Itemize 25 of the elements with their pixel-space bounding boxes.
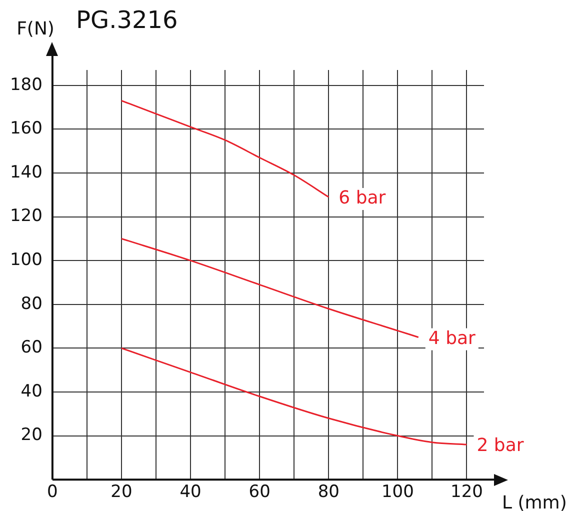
y-axis-title: F(N) xyxy=(16,18,54,40)
x-axis-title: L (mm) xyxy=(502,492,567,511)
x-tick-label: 20 xyxy=(110,482,132,502)
y-tick-label: 40 xyxy=(20,381,42,402)
y-tick-label: 100 xyxy=(10,250,42,270)
y-tick-label: 20 xyxy=(20,425,42,446)
line-series xyxy=(120,238,420,338)
series-label: 6 bar xyxy=(338,188,386,209)
y-tick-label: 180 xyxy=(10,74,42,95)
line-series xyxy=(120,347,468,446)
x-tick-label: 100 xyxy=(381,482,414,502)
chart-title: PG.3216 xyxy=(76,6,178,34)
y-tick-label: 120 xyxy=(10,206,42,226)
line-series xyxy=(120,100,330,198)
y-tick-label: 80 xyxy=(20,294,42,314)
x-tick-label: 80 xyxy=(318,482,340,502)
x-tick-label: 60 xyxy=(248,482,270,502)
x-tick-label: 0 xyxy=(47,482,58,502)
y-tick-label: 60 xyxy=(20,338,42,358)
series-label: 4 bar xyxy=(428,328,476,349)
x-tick-label: 40 xyxy=(180,482,202,502)
series-label: 2 bar xyxy=(476,435,524,456)
y-tick-label: 140 xyxy=(10,162,42,182)
y-tick-label: 160 xyxy=(10,118,42,139)
x-tick-label: 120 xyxy=(450,482,483,502)
